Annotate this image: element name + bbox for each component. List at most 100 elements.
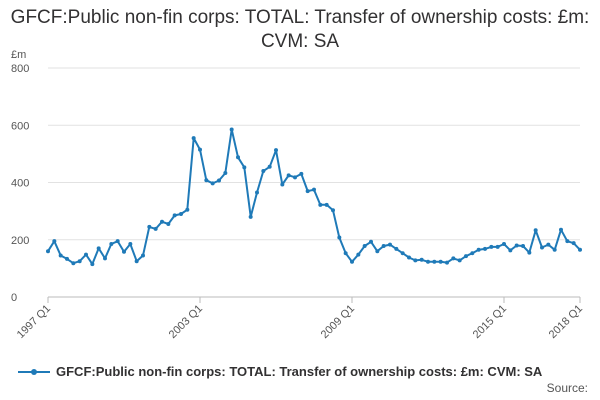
data-point <box>375 249 380 254</box>
data-point <box>451 256 456 261</box>
data-point <box>128 242 133 247</box>
data-point <box>71 261 76 266</box>
data-point <box>527 250 532 255</box>
data-point <box>160 219 164 224</box>
source-label: Source: <box>546 381 588 395</box>
data-point <box>147 224 152 229</box>
data-point <box>483 246 487 251</box>
data-point <box>65 256 69 261</box>
data-point <box>362 244 367 249</box>
data-point <box>312 187 316 192</box>
data-point <box>280 182 285 187</box>
data-point <box>571 241 576 246</box>
data-point <box>318 202 323 207</box>
data-point <box>578 247 582 252</box>
data-point <box>274 148 278 153</box>
data-point <box>495 244 500 249</box>
data-point <box>90 262 95 267</box>
data-point <box>445 260 449 265</box>
data-point <box>210 181 215 186</box>
data-point <box>242 165 247 170</box>
data-point <box>299 171 304 176</box>
data-point <box>179 211 183 216</box>
data-point <box>52 239 57 244</box>
data-point <box>191 136 196 141</box>
data-point <box>286 173 291 178</box>
data-point <box>400 251 405 256</box>
data-point <box>565 239 570 244</box>
data-point <box>122 249 126 254</box>
data-point <box>204 178 209 183</box>
data-point <box>559 227 563 232</box>
legend[interactable]: GFCF:Public non-fin corps: TOTAL: Transf… <box>16 364 542 379</box>
y-tick-label: 800 <box>11 63 29 75</box>
x-tick-label: 2018 Q1 <box>547 303 585 341</box>
data-point <box>381 244 386 249</box>
data-point <box>432 259 437 264</box>
data-point <box>255 190 259 195</box>
chart-title: GFCF:Public non-fin corps: TOTAL: Transf… <box>10 7 590 52</box>
data-point <box>407 255 411 260</box>
x-tick-label: 2003 Q1 <box>167 303 205 341</box>
data-point <box>464 254 468 259</box>
data-point <box>223 171 228 176</box>
data-point <box>96 246 101 251</box>
data-point <box>172 213 177 218</box>
data-point <box>331 208 335 213</box>
data-point <box>426 259 430 264</box>
data-point <box>185 207 190 212</box>
data-point <box>236 155 240 160</box>
data-point <box>356 252 361 257</box>
data-point <box>248 214 253 219</box>
y-tick-label: 200 <box>11 235 29 247</box>
data-point <box>153 226 158 231</box>
series-line <box>47 128 581 266</box>
y-tick-label: 600 <box>11 120 29 132</box>
data-point <box>166 222 171 227</box>
data-point <box>369 239 373 244</box>
data-point <box>521 244 525 249</box>
data-point <box>109 242 114 247</box>
data-point <box>261 169 266 174</box>
data-point <box>305 189 310 194</box>
data-point <box>103 256 107 261</box>
data-point <box>508 248 513 253</box>
data-point <box>115 239 120 244</box>
x-tick-label: 2009 Q1 <box>319 303 357 341</box>
data-point <box>489 244 494 249</box>
data-point <box>343 251 348 256</box>
data-point <box>394 246 399 251</box>
data-point <box>350 259 354 264</box>
x-tick-label: 2015 Q1 <box>471 303 509 341</box>
data-point <box>388 242 392 247</box>
data-point <box>58 253 63 258</box>
data-point <box>438 259 443 264</box>
y-axis-unit-label: £m <box>11 49 26 61</box>
data-point <box>546 242 551 247</box>
data-point <box>46 249 50 254</box>
data-point <box>324 202 329 207</box>
legend-series-swatch <box>18 368 50 375</box>
y-tick-label: 0 <box>11 292 17 304</box>
data-point <box>533 228 538 233</box>
data-point <box>413 258 418 263</box>
data-point <box>502 242 506 247</box>
data-point <box>267 164 272 169</box>
data-point <box>476 247 481 252</box>
data-point <box>229 127 234 132</box>
data-point <box>337 235 342 240</box>
data-point <box>419 257 424 262</box>
x-tick-label: 1997 Q1 <box>15 303 53 341</box>
data-point <box>293 175 297 180</box>
legend-series-label: GFCF:Public non-fin corps: TOTAL: Transf… <box>56 364 543 379</box>
y-tick-label: 400 <box>11 178 29 190</box>
data-point <box>84 252 88 257</box>
data-point <box>514 243 519 248</box>
data-point <box>141 253 145 258</box>
data-point <box>552 247 557 252</box>
data-point <box>217 178 221 183</box>
data-point <box>457 258 462 263</box>
data-point <box>470 251 475 256</box>
data-point <box>198 147 202 152</box>
